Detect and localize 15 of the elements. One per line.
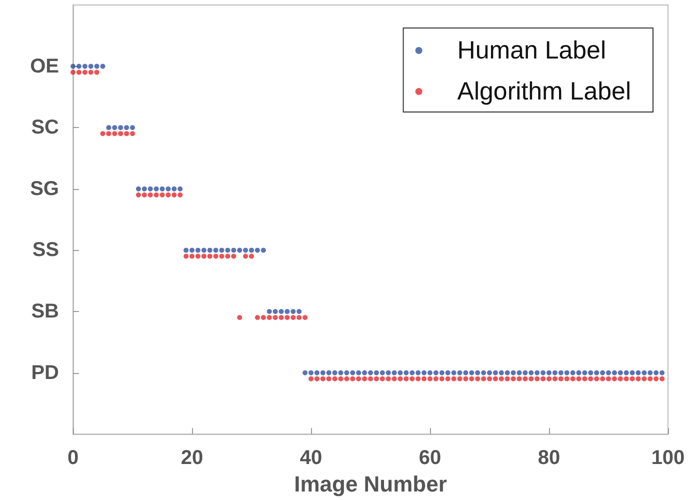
x-tick-label: 20: [180, 447, 204, 470]
y-tick-label: OE: [30, 55, 59, 78]
x-axis-title: Image Number: [294, 472, 448, 496]
legend-label: Human Label: [457, 36, 606, 64]
legend-label: Algorithm Label: [457, 78, 632, 106]
y-tick-label: SG: [30, 178, 59, 200]
y-tick-label: SC: [31, 116, 59, 139]
x-tick-label: 0: [67, 447, 79, 470]
y-tick-label: SB: [31, 300, 59, 322]
y-tick-label: PD: [31, 362, 59, 384]
x-tick-label: 100: [651, 447, 685, 470]
y-tick-label: SS: [32, 239, 59, 262]
x-tick-label: 60: [418, 447, 442, 470]
x-tick-label: 80: [538, 447, 560, 470]
x-tick-label: 40: [300, 447, 322, 470]
